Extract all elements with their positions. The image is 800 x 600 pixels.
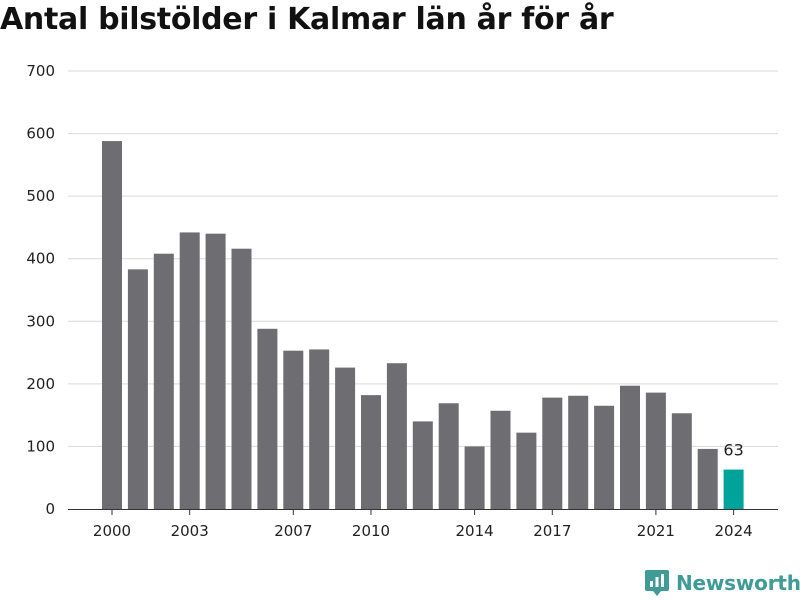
bar-2021 xyxy=(645,392,666,509)
bar-2023 xyxy=(697,448,718,509)
brand-name: Newsworthy xyxy=(676,571,800,595)
x-tick-label: 2000 xyxy=(93,522,131,540)
bars xyxy=(102,141,744,510)
bar-2019 xyxy=(594,405,615,509)
y-tick-label: 200 xyxy=(26,375,55,393)
bar-2000 xyxy=(102,141,122,509)
x-tick-label: 2017 xyxy=(533,522,571,540)
y-tick-label: 100 xyxy=(26,437,55,455)
y-tick-label: 700 xyxy=(26,62,55,80)
bar-2004 xyxy=(205,233,226,509)
data-labels: 63 xyxy=(723,441,743,460)
bar-2002 xyxy=(153,253,174,509)
bar-2005 xyxy=(231,248,252,509)
x-axis: 2000 2003 2007 2010 2014 2017 2021 2024 xyxy=(68,509,778,540)
bar-2016 xyxy=(516,432,537,509)
y-tick-label: 400 xyxy=(26,250,55,268)
x-tick-label: 2014 xyxy=(456,522,494,540)
bar-2024 xyxy=(723,469,744,509)
x-tick-label: 2024 xyxy=(715,522,753,540)
bar-2001 xyxy=(127,269,148,509)
y-tick-label: 300 xyxy=(26,312,55,330)
y-tick-label: 0 xyxy=(45,500,55,518)
bar-2011 xyxy=(386,363,407,509)
bar-2015 xyxy=(490,410,511,509)
x-tick-label: 2010 xyxy=(352,522,390,540)
bar-2022 xyxy=(671,413,692,509)
data-label-2024: 63 xyxy=(723,441,743,460)
x-tick-label: 2021 xyxy=(637,522,675,540)
gridlines xyxy=(68,70,778,447)
bar-2020 xyxy=(620,385,640,509)
bar-2003 xyxy=(179,232,200,510)
y-tick-label: 500 xyxy=(26,187,55,205)
x-tick-label: 2003 xyxy=(171,522,209,540)
y-axis-tick-labels: 0 100 200 300 400 500 600 700 xyxy=(26,62,55,518)
newsworthy-logo-icon xyxy=(645,570,669,596)
bar-2013 xyxy=(438,403,459,509)
chart-title: Antal bilstölder i Kalmar län år för år xyxy=(0,2,614,37)
bar-2006 xyxy=(257,328,278,509)
bar-2008 xyxy=(309,349,330,509)
x-tick-label: 2007 xyxy=(274,522,312,540)
y-tick-label: 600 xyxy=(26,125,55,143)
bar-2010 xyxy=(361,395,381,509)
bar-2018 xyxy=(568,395,589,509)
bar-2009 xyxy=(335,367,356,509)
bar-2017 xyxy=(542,397,563,509)
bar-2007 xyxy=(283,350,304,509)
bar-2012 xyxy=(412,421,433,509)
bar-2014 xyxy=(464,446,485,509)
newsworthy-brand: Newsworthy xyxy=(644,568,800,598)
